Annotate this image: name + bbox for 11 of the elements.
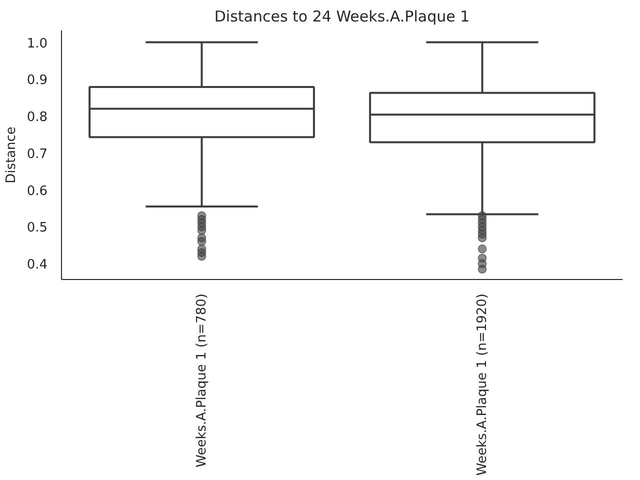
- y-tick-label: 0.4: [26, 258, 48, 273]
- y-tick-label: 0.7: [26, 146, 48, 162]
- y-tick-label: 0.6: [26, 184, 48, 199]
- chart-title: Distances to 24 Weeks.A.Plaque 1: [214, 8, 470, 26]
- y-tick-label: 1.0: [26, 36, 48, 52]
- y-axis-title: Distance: [4, 126, 19, 184]
- x-tick-label: Weeks.A.Plaque 1 (n=780): [194, 293, 210, 468]
- x-tick-label: Weeks.A.Plaque 1 (n=1920): [474, 293, 490, 476]
- y-tick-label: 0.9: [26, 73, 48, 88]
- y-tick-label: 0.5: [26, 220, 48, 236]
- y-tick-label: 0.8: [26, 110, 48, 126]
